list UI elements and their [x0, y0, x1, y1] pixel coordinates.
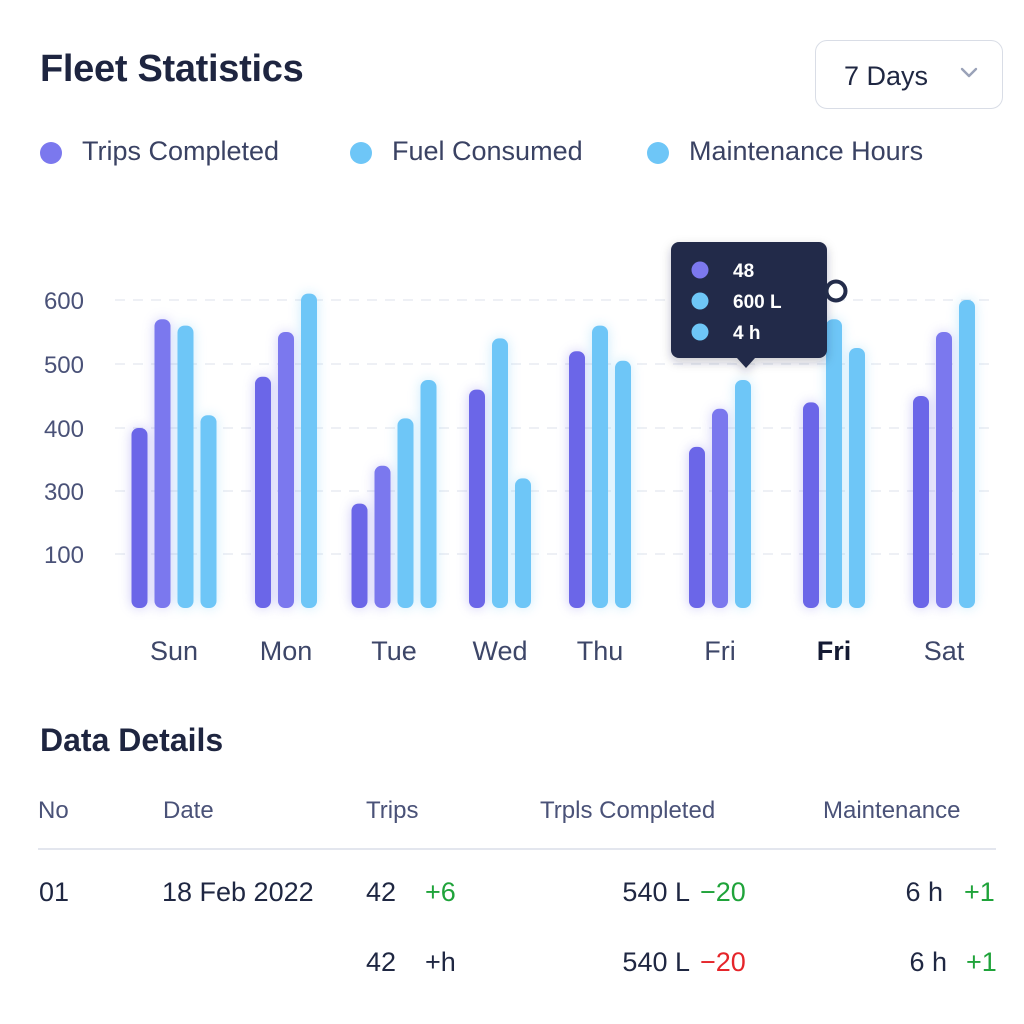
bar-trips-completed[interactable]: [131, 428, 148, 608]
tooltip-box: [671, 242, 827, 358]
bar-fuel-consumed[interactable]: [826, 319, 842, 608]
bar-fuel-consumed[interactable]: [397, 418, 414, 608]
cell-maintenance: 6 h: [909, 947, 947, 977]
date-range-value: 7 Days: [844, 61, 929, 91]
cell-trips-delta: +h: [425, 947, 456, 977]
chevron-down-icon: [960, 67, 978, 78]
x-tick-label[interactable]: Wed: [472, 636, 527, 666]
bar-fuel-consumed[interactable]: [177, 325, 194, 608]
bar-maintenance-hours[interactable]: [420, 380, 437, 608]
column-header-date[interactable]: Date: [163, 797, 214, 824]
bar-fuel-consumed[interactable]: [735, 380, 751, 608]
bar-trips-completed[interactable]: [913, 396, 929, 608]
y-tick-label: 500: [44, 352, 84, 379]
cell-trips-delta: +6: [425, 877, 456, 907]
legend-label: Fuel Consumed: [392, 136, 583, 166]
tooltip-dot-icon: [691, 261, 709, 279]
legend-label: Trips Completed: [82, 136, 280, 166]
section-title-data-details: Data Details: [40, 722, 224, 758]
y-tick-label: 600: [44, 288, 84, 315]
tooltip-value: 48: [733, 261, 754, 282]
x-tick-label[interactable]: Thu: [577, 636, 624, 666]
cell-trips: 42: [366, 947, 397, 977]
y-tick-label: 100: [44, 542, 84, 569]
bar-fuel-consumed[interactable]: [592, 325, 608, 608]
bar-trips-completed[interactable]: [803, 402, 819, 608]
legend-dot-icon: [40, 142, 62, 164]
cell-fuel-delta: −20: [700, 947, 746, 977]
page-title: Fleet Statistics: [40, 48, 304, 90]
bar-trips-completed[interactable]: [278, 332, 294, 608]
x-tick-label[interactable]: Fri: [704, 636, 735, 666]
x-tick-label[interactable]: Fri: [817, 636, 852, 666]
column-header-trpls-completed[interactable]: Trpls Completed: [540, 797, 716, 824]
tooltip-dot-icon: [691, 323, 709, 341]
cell-date: 18 Feb 2022: [162, 877, 314, 907]
bar-maintenance-hours[interactable]: [200, 415, 217, 608]
cell-fuel-delta: −20: [700, 877, 746, 907]
column-header-maintenance[interactable]: Maintenance: [823, 797, 961, 824]
tooltip-value: 4 h: [733, 323, 760, 344]
bar-trips-completed[interactable]: [374, 465, 391, 608]
bar-trips-completed[interactable]: [689, 446, 705, 608]
x-tick-label[interactable]: Sat: [924, 636, 965, 666]
column-header-no[interactable]: No: [38, 797, 69, 824]
chart-tooltip: 48 600 L 4 h: [671, 242, 827, 368]
bar-trips-completed[interactable]: [154, 319, 171, 608]
bar-trips-completed[interactable]: [255, 376, 271, 608]
y-tick-label: 400: [44, 416, 84, 443]
cell-maintenance-delta: +1: [966, 947, 997, 977]
tooltip-dot-icon: [691, 292, 709, 310]
cell-fuel: 540 L: [622, 877, 690, 907]
table-divider: [38, 848, 996, 850]
bar-trips-completed[interactable]: [712, 408, 728, 608]
bar-fuel-consumed[interactable]: [301, 293, 317, 608]
cell-maintenance-delta: +1: [964, 877, 995, 907]
cell-maintenance: 6 h: [905, 877, 943, 907]
tooltip-pointer: [737, 358, 755, 368]
legend-dot-icon: [350, 142, 372, 164]
hover-marker-icon: [824, 279, 848, 303]
date-range-select[interactable]: 7 Days: [815, 40, 1003, 109]
cell-no: 01: [39, 877, 70, 907]
bar-fuel-consumed[interactable]: [959, 300, 975, 608]
x-tick-label[interactable]: Sun: [150, 636, 198, 666]
bar-trips-completed[interactable]: [469, 389, 485, 608]
bar-fuel-consumed[interactable]: [492, 338, 508, 608]
x-tick-label[interactable]: Tue: [371, 636, 417, 666]
bar-maintenance-hours[interactable]: [849, 348, 865, 608]
legend-label: Maintenance Hours: [689, 136, 924, 166]
bar-trips-completed[interactable]: [569, 351, 585, 608]
x-tick-label[interactable]: Mon: [260, 636, 313, 666]
column-header-trips[interactable]: Trips: [366, 797, 419, 824]
bar-trips-completed[interactable]: [936, 332, 952, 608]
bar-trips-completed[interactable]: [351, 503, 368, 608]
tooltip-value: 600 L: [733, 292, 782, 313]
bar-maintenance-hours[interactable]: [515, 478, 531, 608]
legend-dot-icon: [647, 142, 669, 164]
cell-trips: 42: [366, 877, 397, 907]
cell-fuel: 540 L: [622, 947, 690, 977]
y-tick-label: 300: [44, 479, 84, 506]
bar-maintenance-hours[interactable]: [615, 360, 631, 608]
